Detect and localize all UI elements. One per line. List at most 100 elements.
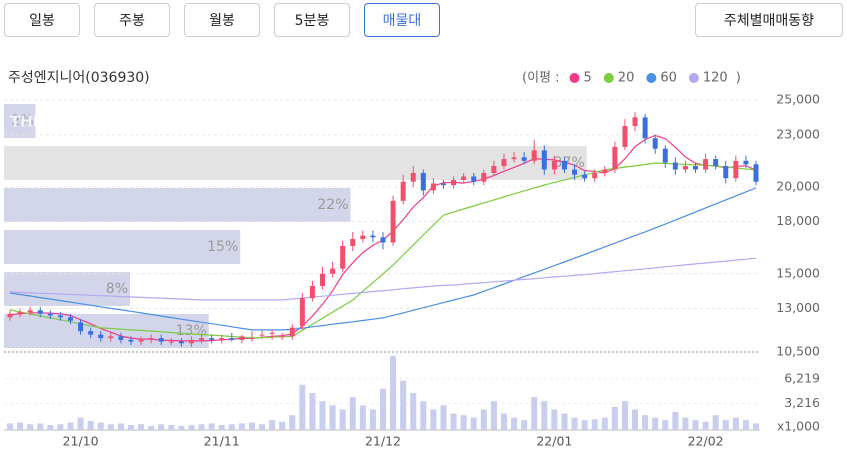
volume-bar: [67, 422, 74, 430]
candle-body: [269, 332, 275, 334]
candle-body: [289, 327, 295, 337]
candle-body: [753, 164, 759, 182]
volume-bar: [732, 417, 739, 430]
volume-bar: [218, 425, 225, 430]
candle-body: [188, 339, 194, 344]
y-tick-label: 13,000: [776, 300, 820, 315]
volume-profile-label: 22%: [317, 197, 348, 213]
volume-bar: [27, 424, 34, 430]
volume-bar: [97, 422, 104, 430]
volume-profile-label: 15%: [207, 239, 238, 255]
volume-bar: [208, 423, 215, 430]
period-tab[interactable]: 주봉: [94, 3, 170, 37]
candle-body: [17, 312, 23, 314]
volume-bar: [460, 415, 467, 430]
x-tick-label: 22/02: [688, 434, 724, 449]
volume-bar: [238, 423, 245, 430]
volume-bar: [77, 417, 84, 430]
volume-bar: [369, 409, 376, 430]
volume-bar: [279, 421, 286, 430]
volume-profile-label: 2%: [11, 113, 33, 129]
volume-bar: [742, 420, 749, 430]
candle-body: [622, 126, 628, 147]
volume-bar: [248, 422, 255, 430]
candle-body: [199, 338, 205, 340]
volume-bar: [692, 420, 699, 430]
period-tab[interactable]: 월봉: [184, 3, 260, 37]
period-tab[interactable]: 일봉: [4, 3, 80, 37]
moving-average-line: [9, 162, 757, 339]
volume-bar: [148, 425, 155, 430]
volume-bar: [107, 424, 114, 430]
candle-body: [148, 338, 154, 340]
y-tick-label: 10,500: [776, 344, 820, 359]
candle-body: [57, 315, 63, 318]
volume-bar: [359, 405, 366, 430]
investor-trend-button[interactable]: 주체별매매동향: [695, 3, 843, 37]
volume-bar: [722, 420, 729, 430]
volume-bar: [117, 423, 124, 430]
candle-body: [37, 310, 43, 314]
volume-profile-bar: [4, 230, 241, 265]
candle-body: [511, 157, 517, 160]
moving-average-line: [9, 257, 757, 301]
candle-body: [461, 176, 467, 180]
legend-label: 20: [618, 71, 635, 86]
volume-bar: [198, 424, 205, 430]
legend-marker: [569, 73, 580, 83]
volume-bar: [490, 401, 497, 430]
period-tab[interactable]: 매물대: [364, 3, 440, 37]
volume-bar: [480, 409, 487, 430]
candle-body: [108, 336, 114, 339]
candle-body: [602, 169, 608, 173]
candle-body: [138, 339, 144, 342]
candle-body: [209, 338, 215, 340]
volume-tick-label: 3,216: [784, 395, 820, 410]
candle-body: [330, 268, 336, 274]
volume-bar: [7, 423, 13, 430]
volume-bar: [712, 415, 719, 430]
legend-marker: [603, 73, 614, 83]
volume-bar: [380, 388, 386, 430]
volume-bar: [652, 417, 659, 430]
candle-body: [521, 157, 527, 161]
volume-bar: [662, 420, 669, 430]
y-tick-label: 15,000: [776, 265, 820, 280]
volume-bar: [621, 401, 628, 430]
volume-bar: [410, 393, 417, 430]
candle-body: [400, 181, 406, 201]
candle-body: [259, 334, 265, 336]
candle-body: [703, 159, 709, 170]
candle-body: [128, 339, 134, 342]
volume-bar: [259, 424, 266, 430]
candle-body: [481, 172, 487, 182]
candle-body: [320, 273, 326, 286]
candle-body: [491, 166, 497, 173]
volume-profile-bar: [4, 146, 587, 180]
y-tick-label: 25,000: [776, 92, 820, 107]
candle-body: [410, 172, 416, 182]
legend-prefix: (이평 :: [522, 71, 560, 86]
candle-body: [642, 117, 648, 139]
candle-body: [249, 338, 255, 340]
volume-bar: [672, 411, 679, 430]
candle-body: [118, 336, 124, 340]
candle-body: [158, 338, 164, 342]
period-tab[interactable]: 5분봉: [274, 3, 350, 37]
candle-body: [693, 166, 699, 170]
candle-body: [168, 341, 174, 343]
volume-bar: [319, 401, 326, 430]
volume-bar: [601, 417, 608, 430]
candle-body: [98, 334, 104, 339]
volume-bar: [37, 423, 44, 430]
volume-bar: [682, 417, 689, 430]
candle-body: [430, 183, 436, 191]
volume-bar: [632, 409, 639, 430]
candle-body: [713, 159, 719, 167]
volume-bar: [168, 425, 175, 430]
volume-profile-bar: [4, 104, 36, 139]
volume-bar: [591, 419, 598, 430]
candle-body: [551, 160, 557, 170]
volume-bar: [87, 420, 94, 430]
legend-label: 5: [584, 71, 592, 86]
